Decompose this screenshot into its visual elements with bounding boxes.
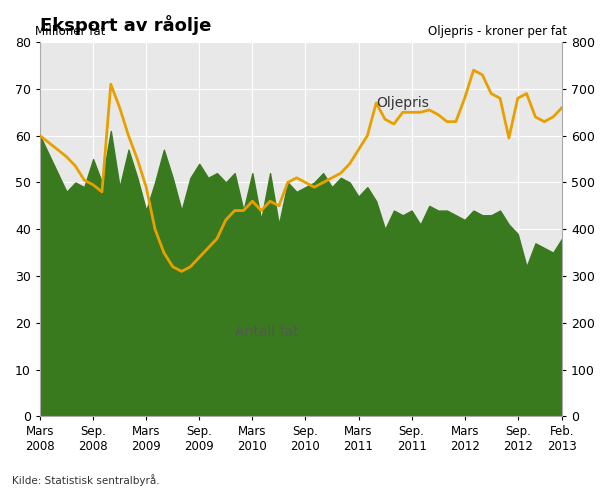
Text: Millioner fat: Millioner fat (35, 25, 105, 39)
Text: Oljepris: Oljepris (376, 96, 429, 110)
Text: Kilde: Statistisk sentralbyrå.: Kilde: Statistisk sentralbyrå. (12, 474, 160, 486)
Text: Eksport av råolje: Eksport av råolje (40, 15, 212, 35)
Text: Antall fat: Antall fat (235, 325, 298, 339)
Text: Oljepris - kroner per fat: Oljepris - kroner per fat (428, 25, 567, 39)
